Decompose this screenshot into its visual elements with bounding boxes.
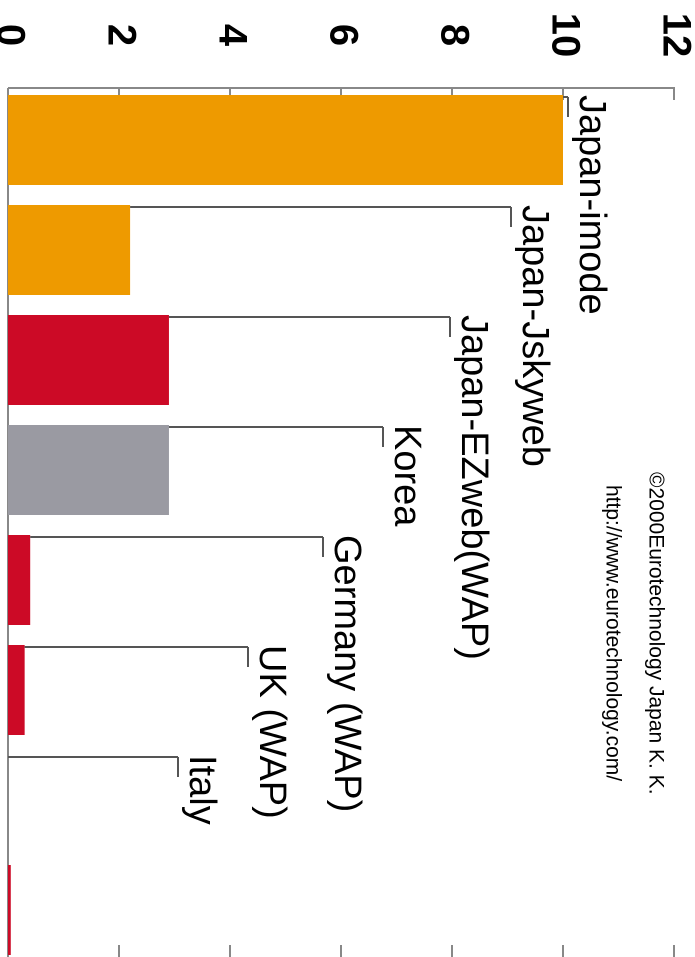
y-tick-label: 0 — [0, 24, 32, 46]
y-tick-label: 6 — [321, 24, 365, 46]
credit: ©2000Eurotechnology Japan K. K. — [644, 472, 667, 795]
y-tick-label: 10 — [543, 13, 587, 58]
category-label: Japan-Jskyweb — [514, 205, 556, 467]
bar — [8, 425, 169, 515]
credit: http://www.eurotechnology.com/ — [601, 485, 624, 781]
y-tick-label: 12 — [654, 13, 695, 58]
y-tick-label: 2 — [99, 24, 143, 46]
bar — [8, 95, 563, 185]
category-label: Korea — [386, 425, 428, 527]
y-tick-label: 8 — [432, 24, 476, 46]
bar — [8, 645, 25, 735]
bar — [8, 865, 11, 955]
bar — [8, 315, 169, 405]
category-label: Germany (WAP) — [326, 535, 368, 812]
bar — [8, 535, 31, 625]
category-label: UK (WAP) — [251, 645, 293, 819]
category-label: Japan-EZweb(WAP) — [453, 315, 495, 660]
y-tick-label: 4 — [210, 24, 254, 47]
category-label: Japan-imode — [571, 95, 613, 315]
bar — [8, 205, 131, 295]
category-label: Italy — [181, 755, 223, 825]
